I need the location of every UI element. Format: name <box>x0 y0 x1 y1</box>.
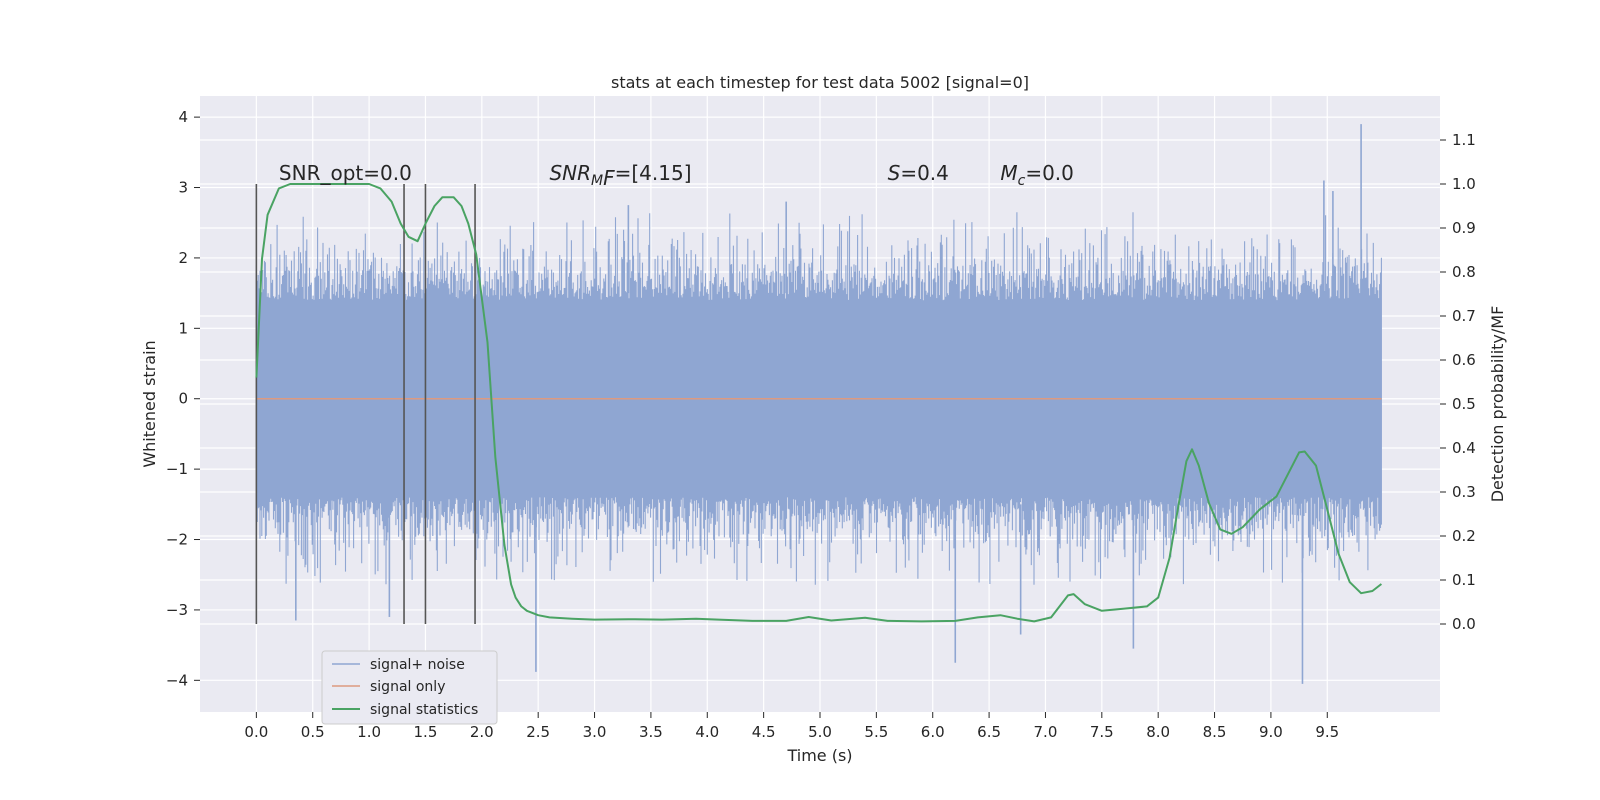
signal-statistics-line <box>255 183 1383 623</box>
y-left-axis-label: Whitened strain <box>140 340 159 467</box>
x-tick-label: 4.0 <box>695 723 719 741</box>
x-tick-label: 0.5 <box>301 723 325 741</box>
x-tick-label: 7.5 <box>1090 723 1114 741</box>
y-left-tick-label: −4 <box>166 671 188 689</box>
annotations: SNR_opt=0.0 SNRMF=[4.15] S=0.4 Mc=0.0 <box>279 161 1074 190</box>
x-tick-label: 1.5 <box>414 723 438 741</box>
y-right-tick-label: 1.0 <box>1452 175 1476 193</box>
y-right-tick-label: 0.9 <box>1452 219 1476 237</box>
x-tick-label: 3.0 <box>583 723 607 741</box>
x-axis-label: Time (s) <box>786 746 852 765</box>
y-left-tick-label: 0 <box>178 390 188 408</box>
vertical-lines <box>255 184 476 624</box>
y-right-tick-label: 0.2 <box>1452 527 1476 545</box>
x-tick-label: 0.0 <box>244 723 268 741</box>
x-tick-label: 6.5 <box>977 723 1001 741</box>
y-right-tick-label: 0.6 <box>1452 351 1476 369</box>
x-tick-label: 7.0 <box>1034 723 1058 741</box>
x-tick-label: 9.5 <box>1315 723 1339 741</box>
x-tick-label: 6.0 <box>921 723 945 741</box>
annotation-3: Mc=0.0 <box>1000 161 1074 189</box>
annotation-1: SNRMF=[4.15] <box>549 161 691 190</box>
legend-label-signal-statistics: signal statistics <box>370 702 478 718</box>
x-tick-label: 2.5 <box>526 723 550 741</box>
y-left-tick-label: −3 <box>166 601 188 619</box>
y-right-axis-label: Detection probability/MF <box>1488 306 1507 503</box>
y-right-tick-label: 0.8 <box>1452 263 1476 281</box>
legend: signal+ noise signal only signal statist… <box>321 650 498 725</box>
x-tick-label: 5.0 <box>808 723 832 741</box>
y-left-tick-label: −2 <box>166 531 188 549</box>
y-right-tick-label: 0.4 <box>1452 439 1476 457</box>
legend-label-signal-noise: signal+ noise <box>370 657 465 673</box>
y-left-tick-label: 4 <box>178 108 188 126</box>
x-axis-ticks: 0.0 0.5 1.0 1.5 2.0 2.5 3.0 3.5 4.0 4.5 5.0 5.5 6.0 6… <box>244 712 1339 741</box>
x-tick-label: 8.5 <box>1203 723 1227 741</box>
x-tick-label: 9.0 <box>1259 723 1283 741</box>
y-right-tick-label: 1.1 <box>1452 131 1476 149</box>
x-tick-label: 4.5 <box>752 723 776 741</box>
chart-title: stats at each timestep for test data 500… <box>611 73 1029 92</box>
y-right-tick-label: 0.5 <box>1452 395 1476 413</box>
y-left-tick-label: 1 <box>178 319 188 337</box>
annotation-0: SNR_opt=0.0 <box>279 161 412 185</box>
y-right-tick-label: 0.3 <box>1452 483 1476 501</box>
legend-label-signal-only: signal only <box>370 679 445 695</box>
y-left-axis-ticks: 4 3 2 1 0 −1 −2 −3 −4 <box>166 108 200 689</box>
x-tick-label: 3.5 <box>639 723 663 741</box>
y-left-tick-label: 3 <box>178 179 188 197</box>
x-tick-label: 2.0 <box>470 723 494 741</box>
series-signal-statistics <box>255 183 1383 623</box>
x-tick-label: 5.5 <box>864 723 888 741</box>
y-left-tick-label: 2 <box>178 249 188 267</box>
y-right-tick-label: 0.7 <box>1452 307 1476 325</box>
legend-box <box>321 650 498 725</box>
y-right-tick-label: 0.0 <box>1452 615 1476 633</box>
x-tick-label: 8.0 <box>1146 723 1170 741</box>
annotation-2: S=0.4 <box>888 161 949 185</box>
y-right-axis-ticks: 1.1 1.0 0.9 0.8 0.7 0.6 0.5 0.4 0.3 0.2 0.1 0.0 <box>1440 131 1476 633</box>
y-right-tick-label: 0.1 <box>1452 571 1476 589</box>
x-tick-label: 1.0 <box>357 723 381 741</box>
y-left-tick-label: −1 <box>166 460 188 478</box>
